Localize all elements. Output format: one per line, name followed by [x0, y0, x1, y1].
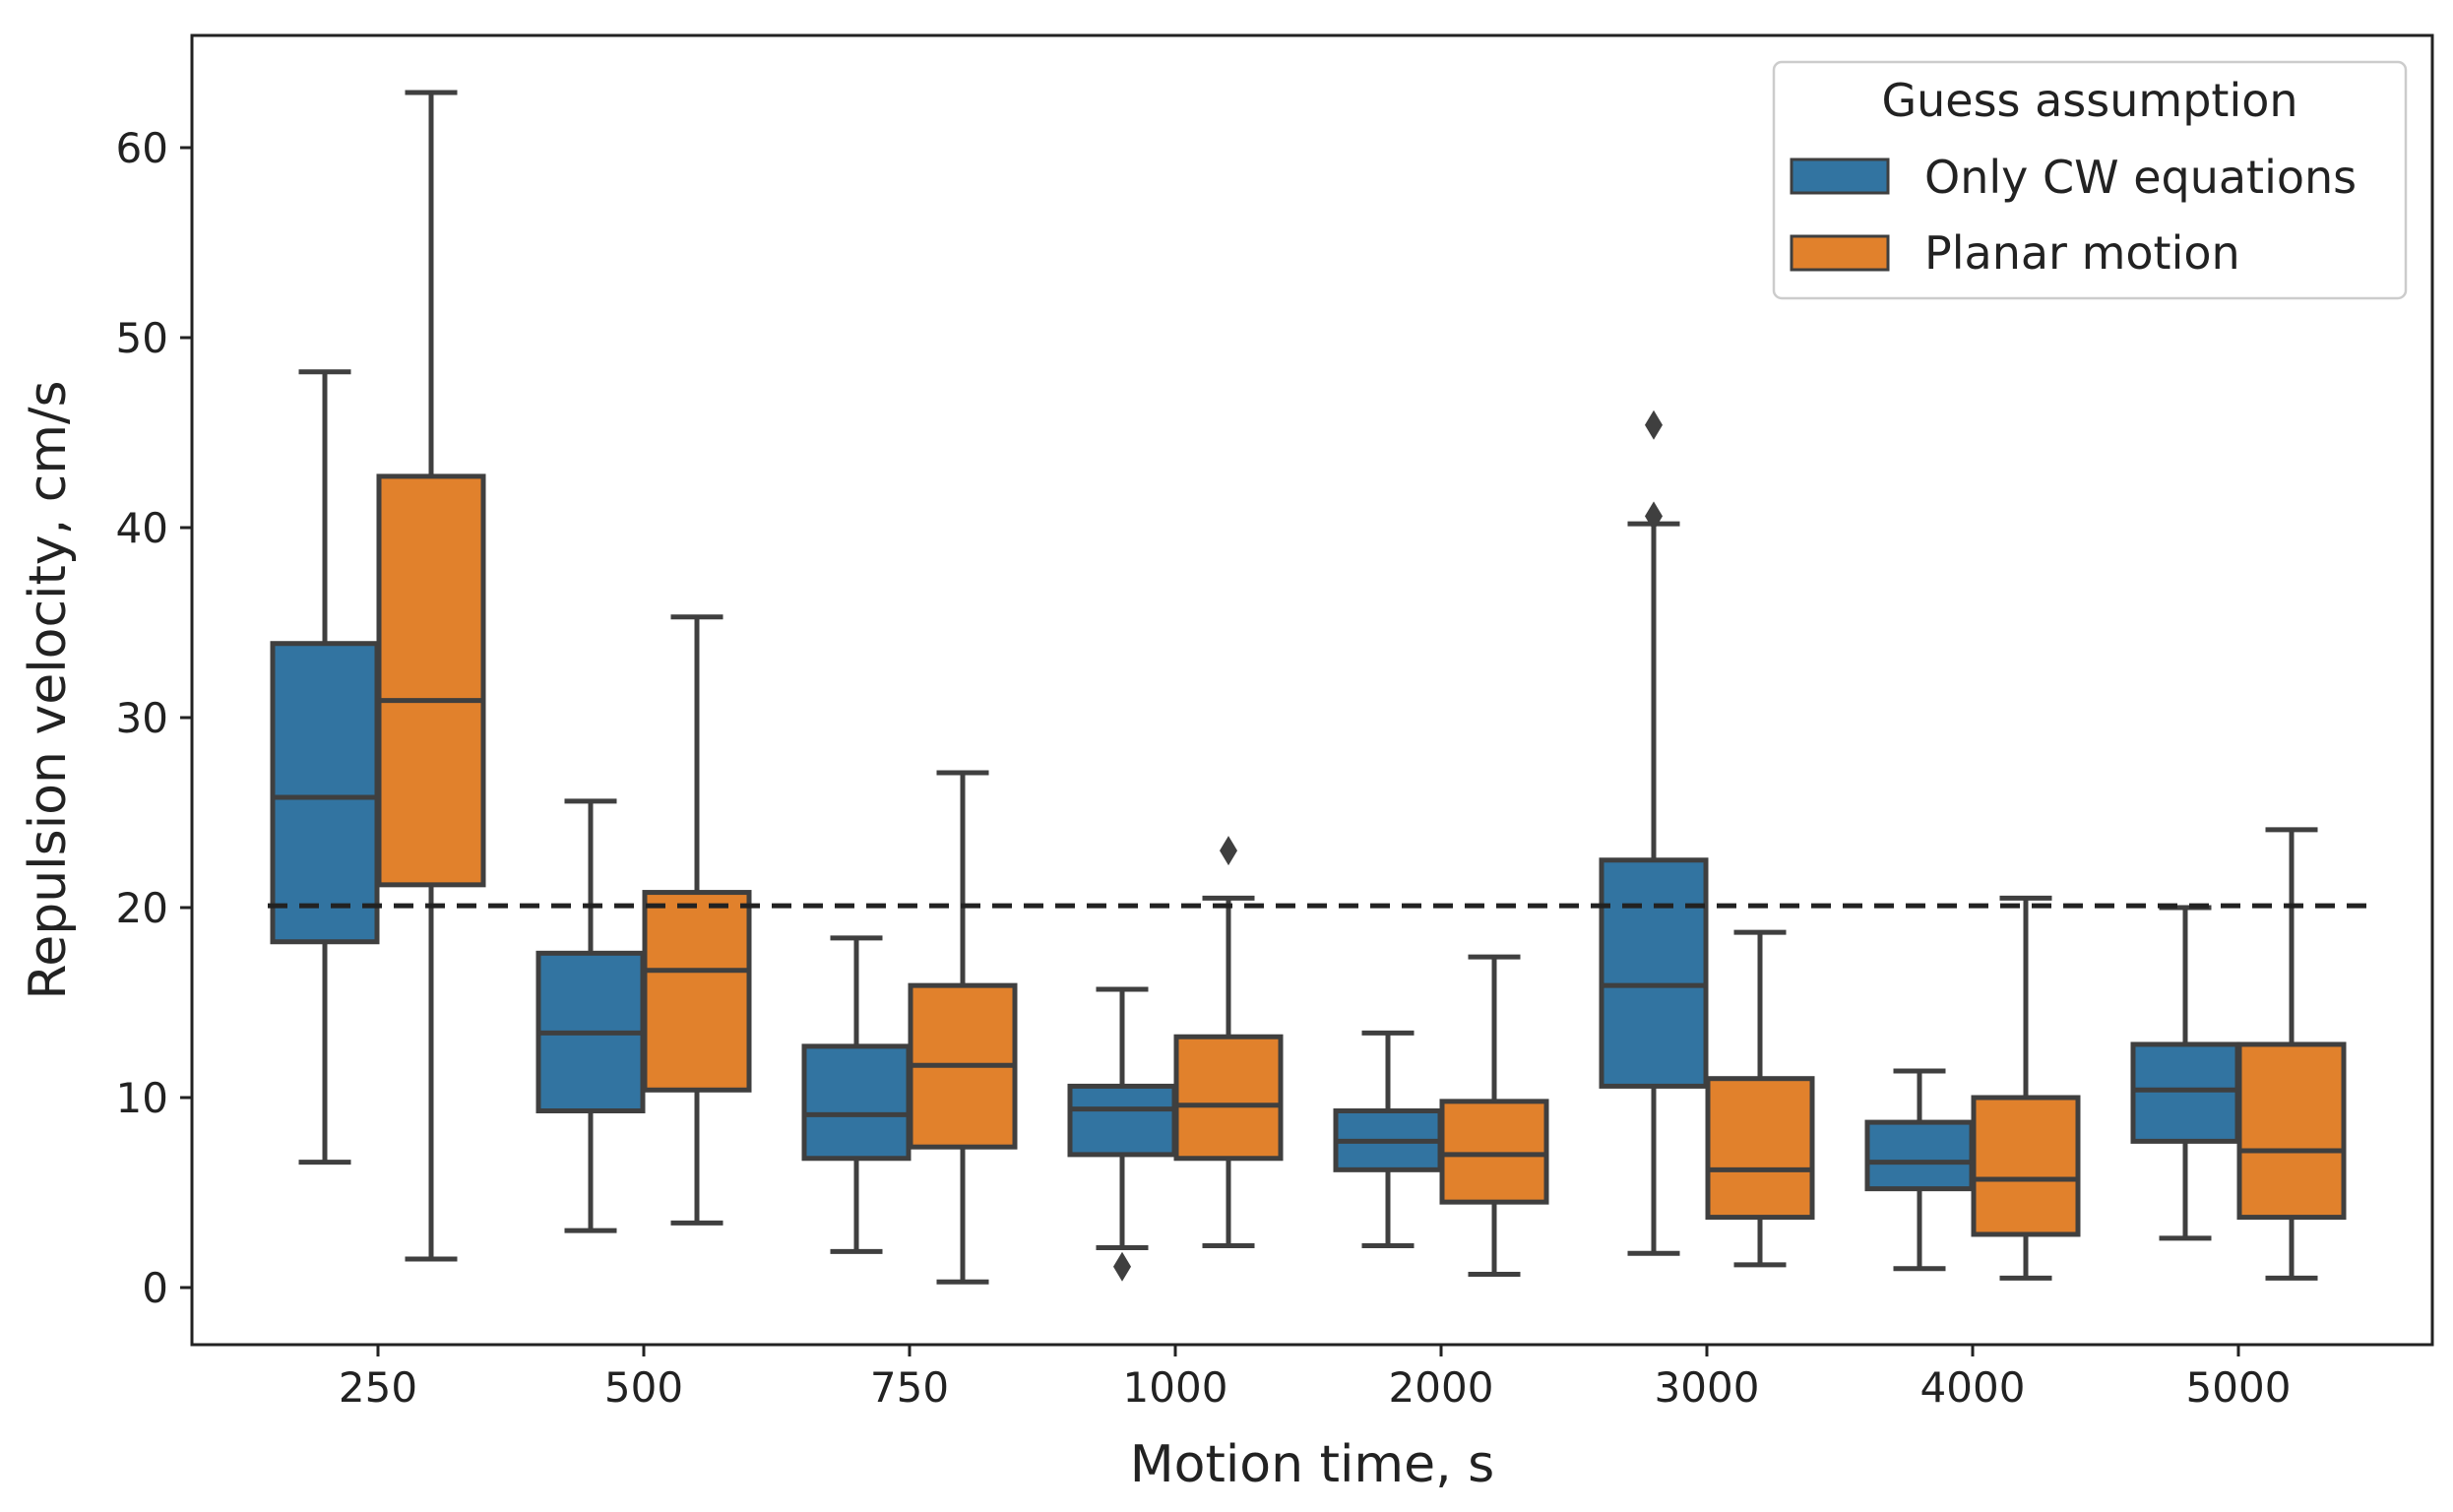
- iqr-box: [1439, 1099, 1549, 1205]
- y-tick-label: 50: [116, 314, 168, 362]
- y-tick-label: 40: [116, 504, 168, 552]
- box-cw-250: [270, 369, 380, 1166]
- x-tick-label: 3000: [1655, 1363, 1760, 1412]
- outlier-point: [1113, 1251, 1131, 1282]
- box-cw-4000: [1864, 1068, 1975, 1272]
- x-tick-label: 5000: [2186, 1363, 2292, 1412]
- legend-title: Guess assumption: [1881, 74, 2297, 127]
- y-tick-label: 60: [116, 124, 168, 172]
- iqr-box: [1864, 1119, 1975, 1192]
- box-planar-250: [376, 90, 486, 1262]
- iqr-box: [1971, 1095, 2081, 1237]
- box-planar-500: [642, 614, 752, 1226]
- y-tick-label: 30: [116, 694, 168, 742]
- iqr-box: [376, 473, 486, 888]
- outlier-point: [1645, 410, 1663, 440]
- y-tick-label: 20: [116, 884, 168, 932]
- iqr-box: [1067, 1083, 1177, 1158]
- iqr-box: [270, 641, 380, 945]
- y-axis-label: Repulsion velocity, cm/s: [19, 380, 78, 999]
- iqr-box: [1173, 1034, 1284, 1162]
- legend-label-planar: Planar motion: [1924, 226, 2240, 280]
- iqr-box: [2236, 1041, 2347, 1221]
- legend-swatch-planar: [1790, 234, 1890, 272]
- legend-frame: [1772, 60, 2408, 300]
- legend: Guess assumption Only CW equations Plana…: [1772, 60, 2408, 300]
- box-cw-3000: [1599, 410, 1709, 1256]
- y-tick-label: 0: [142, 1264, 168, 1312]
- box-cw-500: [535, 798, 646, 1233]
- box-cw-5000: [2130, 905, 2240, 1241]
- iqr-box: [801, 1043, 912, 1162]
- outlier-point: [1645, 501, 1663, 532]
- x-tick-label: 500: [604, 1363, 683, 1412]
- iqr-box: [1705, 1076, 1815, 1221]
- box-planar-2000: [1439, 954, 1549, 1277]
- y-tick-label: 10: [116, 1074, 168, 1122]
- box-cw-1000: [1067, 986, 1177, 1282]
- plot-marks: [268, 90, 2376, 1285]
- box-cw-750: [801, 935, 912, 1254]
- iqr-box: [1599, 857, 1709, 1089]
- outlier-point: [1220, 836, 1237, 866]
- x-tick-label: 1000: [1123, 1363, 1228, 1412]
- box-planar-1000: [1173, 836, 1284, 1249]
- y-axis: 0 10 20 30 40 50 60: [116, 124, 192, 1312]
- x-tick-label: 250: [339, 1363, 417, 1412]
- x-tick-label: 2000: [1389, 1363, 1494, 1412]
- iqr-box: [642, 890, 752, 1093]
- box-planar-5000: [2236, 827, 2347, 1281]
- x-tick-label: 750: [870, 1363, 949, 1412]
- box-planar-750: [908, 770, 1018, 1285]
- box-planar-4000: [1971, 895, 2081, 1281]
- iqr-box: [2130, 1041, 2240, 1144]
- x-axis-label: Motion time, s: [1130, 1435, 1494, 1494]
- x-axis: 250 500 750 1000 2000 3000 4000 5000: [339, 1345, 2292, 1412]
- legend-label-cw: Only CW equations: [1924, 151, 2357, 204]
- legend-swatch-cw: [1790, 158, 1890, 195]
- x-tick-label: 4000: [1920, 1363, 2026, 1412]
- box-planar-3000: [1705, 929, 1815, 1268]
- plot-frame: [190, 33, 2434, 1347]
